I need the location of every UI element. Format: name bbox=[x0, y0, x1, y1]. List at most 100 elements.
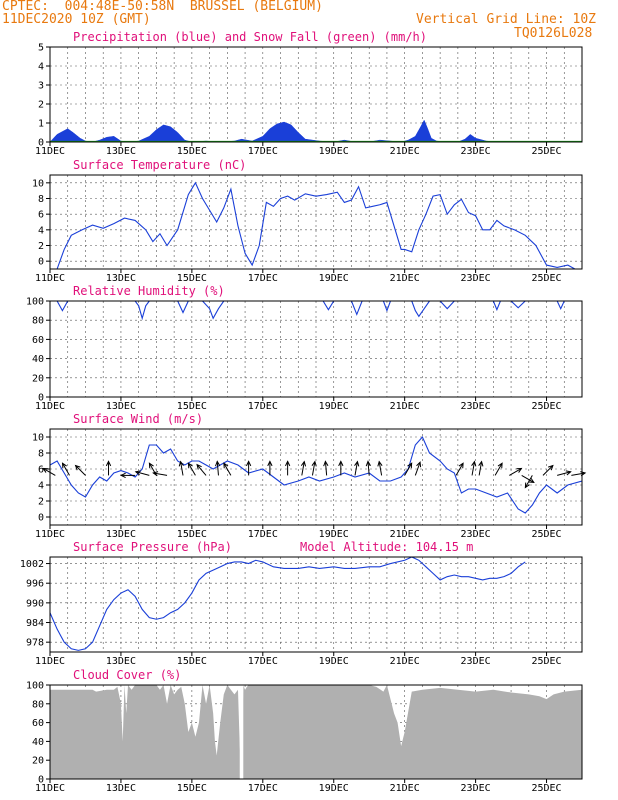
temp-title: Surface Temperature (nC) bbox=[73, 158, 246, 172]
panel-cloud: 0 20 40 60 80 100 11DEC 13DEC 15DEC 17DEC 19DEC 21D… bbox=[26, 668, 583, 794]
xtick-label: 25DEC bbox=[531, 146, 561, 157]
panel-frame bbox=[49, 46, 583, 143]
wind-title: Surface Wind (m/s) bbox=[73, 412, 203, 426]
xtick-label: 23DEC bbox=[461, 146, 491, 157]
panel-frame bbox=[49, 300, 583, 398]
xtick-label: 17DEC bbox=[248, 783, 278, 794]
ytick-label: 2 bbox=[38, 100, 44, 111]
xtick-label: 19DEC bbox=[319, 146, 349, 157]
grid-line-note: Vertical Grid Line: 10Z bbox=[416, 12, 597, 27]
xtick-label: 13DEC bbox=[106, 401, 136, 412]
xtick-label: 11DEC bbox=[35, 401, 65, 412]
panel-frame bbox=[49, 684, 583, 780]
xtick-label: 23DEC bbox=[461, 783, 491, 794]
ytick-label: 2 bbox=[38, 241, 44, 252]
wind-arrow bbox=[196, 463, 207, 476]
xtick-label: 15DEC bbox=[177, 529, 207, 540]
xtick-label: 25DEC bbox=[531, 783, 561, 794]
panel-frame bbox=[49, 428, 583, 526]
xtick-label: 23DEC bbox=[461, 401, 491, 412]
ytick-label: 0 bbox=[38, 513, 44, 524]
xtick-label: 11DEC bbox=[35, 656, 65, 667]
wind-arrow bbox=[311, 460, 317, 476]
wind-arrow bbox=[455, 462, 464, 476]
wind-arrow bbox=[404, 462, 413, 476]
xtick-label: 21DEC bbox=[390, 401, 420, 412]
xtick-label: 15DEC bbox=[177, 656, 207, 667]
panel-wind: 0 2 4 6 8 10 11DEC 13DEC 15DEC 17DEC 19DEC 21DEC 23D… bbox=[32, 412, 587, 540]
xtick-label: 11DEC bbox=[35, 273, 65, 284]
wind-arrow bbox=[414, 461, 422, 476]
xtick-label: 11DEC bbox=[35, 783, 65, 794]
xtick-label: 11DEC bbox=[35, 146, 65, 157]
xtick-label: 17DEC bbox=[248, 146, 278, 157]
wind-arrow bbox=[524, 475, 533, 489]
wind-arrow bbox=[61, 462, 70, 476]
ytick-label: 40 bbox=[32, 354, 44, 365]
xtick-label: 23DEC bbox=[461, 656, 491, 667]
xtick-label: 21DEC bbox=[390, 783, 420, 794]
wind-arrow bbox=[223, 462, 232, 476]
xtick-label: 15DEC bbox=[177, 783, 207, 794]
ytick-label: 1002 bbox=[20, 559, 44, 570]
xtick-label: 23DEC bbox=[461, 529, 491, 540]
ytick-label: 4 bbox=[38, 225, 44, 236]
wind-arrow bbox=[300, 460, 307, 476]
cloud-cover-area bbox=[50, 685, 582, 779]
panel-frame bbox=[49, 556, 583, 653]
wind-arrow bbox=[215, 460, 221, 476]
xtick-label: 13DEC bbox=[106, 529, 136, 540]
ytick-label: 10 bbox=[32, 433, 44, 444]
wind-arrow bbox=[178, 460, 184, 476]
panel-precip: 0 1 2 3 4 5 11DEC 13DEC 15DEC 17DEC 19DEC 21DEC 23DE… bbox=[35, 30, 583, 157]
xtick-label: 25DEC bbox=[531, 529, 561, 540]
ytick-label: 80 bbox=[32, 316, 44, 327]
xtick-label: 19DEC bbox=[319, 401, 349, 412]
precip-area bbox=[50, 119, 582, 142]
ytick-label: 978 bbox=[26, 638, 44, 649]
xtick-label: 13DEC bbox=[106, 783, 136, 794]
xtick-label: 25DEC bbox=[531, 401, 561, 412]
wind-arrow bbox=[365, 460, 371, 476]
xtick-label: 17DEC bbox=[248, 656, 278, 667]
ytick-label: 80 bbox=[32, 699, 44, 710]
wind-arrow bbox=[323, 460, 329, 476]
ytick-label: 20 bbox=[32, 756, 44, 767]
xtick-label: 17DEC bbox=[248, 273, 278, 284]
panel-temp: 0 2 4 6 8 10 11DEC 13DEC 15DEC 17DEC 19DEC 21DEC 23D… bbox=[32, 158, 583, 284]
wind-arrow bbox=[478, 460, 484, 476]
cloud-title: Cloud Cover (%) bbox=[73, 668, 181, 682]
wind-arrow bbox=[354, 460, 360, 476]
wind-arrow bbox=[134, 470, 150, 476]
ytick-label: 60 bbox=[32, 718, 44, 729]
ytick-label: 6 bbox=[38, 465, 44, 476]
wind-arrow bbox=[105, 460, 112, 476]
precip-title: Precipitation (blue) and Snow Fall (gree… bbox=[73, 30, 427, 44]
xtick-label: 19DEC bbox=[319, 783, 349, 794]
xtick-label: 13DEC bbox=[106, 146, 136, 157]
wind-arrow bbox=[471, 460, 477, 476]
ytick-label: 10 bbox=[32, 178, 44, 189]
wind-arrow bbox=[285, 460, 291, 476]
pressure-line bbox=[50, 557, 526, 651]
xtick-label: 11DEC bbox=[35, 529, 65, 540]
xtick-label: 25DEC bbox=[531, 656, 561, 667]
ytick-label: 40 bbox=[32, 737, 44, 748]
xtick-label: 21DEC bbox=[390, 146, 420, 157]
ytick-label: 996 bbox=[26, 579, 44, 590]
xtick-label: 17DEC bbox=[248, 401, 278, 412]
ytick-label: 984 bbox=[26, 618, 44, 629]
ytick-label: 5 bbox=[38, 43, 44, 54]
ytick-label: 0 bbox=[38, 775, 44, 786]
wind-arrow bbox=[187, 462, 196, 476]
wind-arrow bbox=[245, 460, 252, 476]
wind-arrow bbox=[557, 470, 572, 476]
ytick-label: 8 bbox=[38, 194, 44, 205]
xtick-label: 21DEC bbox=[390, 273, 420, 284]
ytick-label: 0 bbox=[38, 393, 44, 404]
xtick-label: 15DEC bbox=[177, 146, 207, 157]
pressure-title: Surface Pressure (hPa) bbox=[73, 540, 232, 554]
wind-arrow bbox=[377, 460, 383, 476]
